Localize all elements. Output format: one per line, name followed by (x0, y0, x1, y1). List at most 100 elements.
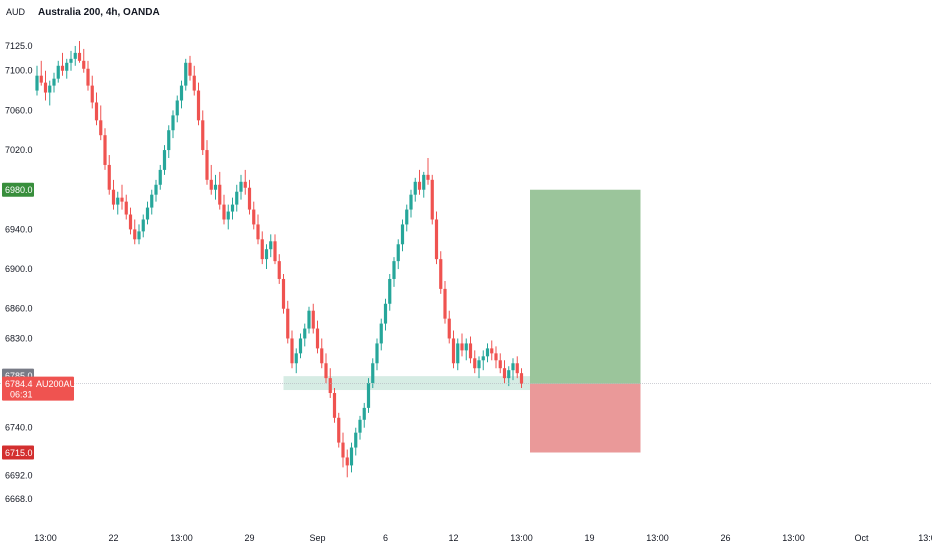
candle (515, 356, 519, 379)
candle (260, 231, 264, 265)
x-tick-label: 12 (448, 533, 458, 543)
candle (354, 427, 358, 456)
candle-body (511, 363, 515, 371)
candle-body (65, 62, 69, 71)
x-tick-label: Sep (309, 533, 325, 543)
candle (371, 358, 375, 389)
candle-body (171, 115, 175, 131)
candle-body (434, 219, 439, 260)
candle-body (218, 184, 222, 205)
candle (388, 274, 392, 311)
candle (490, 340, 494, 361)
y-tick-label: 6692.0 (5, 470, 33, 480)
candle (349, 442, 354, 473)
candle-body (294, 353, 298, 364)
candle-body (243, 181, 247, 188)
candle-body (473, 358, 477, 369)
candle (133, 219, 137, 245)
candle-body (413, 181, 417, 195)
x-tick-label: 13:00 (510, 533, 533, 543)
candle (82, 48, 86, 73)
candle-body (307, 310, 311, 329)
profit-target-zone[interactable] (530, 189, 641, 384)
candle (124, 194, 128, 220)
candle (264, 244, 269, 270)
candle-body (332, 393, 337, 418)
candle (209, 164, 213, 195)
candle-body (247, 187, 252, 210)
candle (35, 65, 39, 96)
candle-body (354, 432, 358, 448)
candle (99, 105, 103, 141)
candle (235, 184, 239, 212)
candle-body (400, 224, 405, 245)
candle (256, 214, 260, 245)
candle (473, 350, 477, 374)
candle (392, 257, 396, 287)
candle-body (405, 209, 409, 225)
y-tick-label: 6740.0 (5, 423, 33, 433)
candle-body (86, 68, 90, 86)
candle-body (392, 261, 396, 279)
candle-body (490, 348, 494, 354)
candle-body (209, 179, 213, 190)
candle-body (388, 278, 392, 304)
candle (434, 211, 439, 265)
candle (277, 254, 281, 284)
candle (426, 158, 430, 185)
candle (430, 174, 434, 225)
y-tick-label: 7020.0 (5, 145, 33, 155)
candle (107, 155, 111, 195)
candle (90, 75, 94, 109)
candle-body (111, 189, 116, 205)
candle (154, 179, 158, 202)
candle-body (519, 373, 524, 384)
x-tick-label: 13:00 (34, 533, 57, 543)
x-tick-label: 13:00 (646, 533, 669, 543)
candle-body (507, 370, 511, 379)
candle (188, 55, 192, 81)
candle (417, 169, 422, 195)
candle (269, 234, 273, 258)
candle (511, 358, 515, 381)
candle (519, 368, 524, 389)
candle (103, 128, 107, 170)
stop-price-badge-bg (2, 445, 34, 460)
candle (120, 184, 124, 210)
last-price-badge-bg (2, 376, 74, 401)
candle-body (439, 259, 443, 289)
candle-body (298, 338, 303, 354)
candle-body (375, 343, 379, 364)
candle-body (337, 417, 341, 443)
candle-body (137, 231, 141, 240)
candle-body (145, 207, 150, 220)
candle (324, 353, 328, 384)
x-tick-label: 26 (720, 533, 730, 543)
bar-countdown: 06:31 (10, 390, 33, 400)
stop-price-badge: 6715.0 (2, 445, 34, 460)
candle-body (222, 204, 226, 220)
candle-body (260, 239, 264, 260)
candle-body (128, 214, 133, 230)
candle-body (409, 194, 413, 210)
currency-label: AUD (6, 7, 26, 17)
support-zone[interactable] (283, 376, 531, 391)
candle-body (192, 75, 196, 91)
candle (502, 360, 507, 384)
candle (196, 82, 201, 126)
candle (192, 65, 196, 96)
candle-body (77, 52, 82, 61)
candle (145, 201, 150, 225)
candle (137, 224, 141, 245)
candle (405, 204, 409, 232)
candle-body (230, 204, 235, 212)
candle-body (502, 368, 507, 379)
candle (443, 280, 447, 324)
candle-body (281, 278, 286, 309)
stop-loss-zone[interactable] (530, 383, 641, 453)
candle-body (315, 328, 320, 349)
candle (332, 388, 337, 423)
candle (281, 274, 286, 314)
